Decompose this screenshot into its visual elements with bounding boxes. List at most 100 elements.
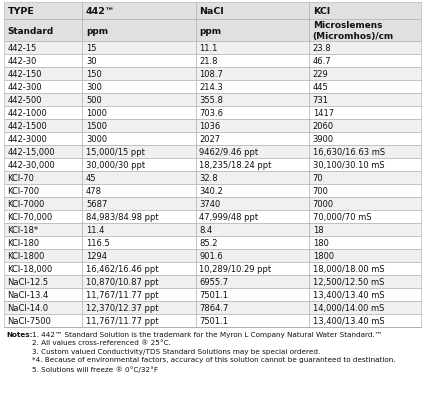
Bar <box>309 184 421 198</box>
Bar <box>82 159 196 172</box>
Text: 478: 478 <box>86 187 102 196</box>
Bar <box>309 236 421 249</box>
Bar <box>4 159 82 172</box>
Text: 3000: 3000 <box>86 135 107 144</box>
Text: KCl-70: KCl-70 <box>8 173 34 182</box>
Text: 442-1500: 442-1500 <box>8 122 47 131</box>
Text: 2027: 2027 <box>199 135 221 144</box>
Text: 14,000/14.00 mS: 14,000/14.00 mS <box>313 303 384 312</box>
Text: 45: 45 <box>86 173 96 182</box>
Bar <box>82 81 196 94</box>
Bar <box>196 3 309 20</box>
Text: 3900: 3900 <box>313 135 334 144</box>
Bar <box>309 55 421 68</box>
Text: 442-3000: 442-3000 <box>8 135 47 144</box>
Bar <box>4 223 82 236</box>
Bar <box>309 301 421 314</box>
Text: KCl-70,000: KCl-70,000 <box>8 213 53 221</box>
Text: ppm: ppm <box>199 27 221 36</box>
Text: 15: 15 <box>86 44 96 53</box>
Text: 180: 180 <box>313 238 329 247</box>
Text: 18,000/18.00 mS: 18,000/18.00 mS <box>313 264 384 273</box>
Bar <box>196 55 309 68</box>
Text: 442-15: 442-15 <box>8 44 37 53</box>
Bar <box>309 172 421 184</box>
Text: KCl-7000: KCl-7000 <box>8 200 45 209</box>
Bar <box>196 81 309 94</box>
Text: KCl-180: KCl-180 <box>8 238 40 247</box>
Bar <box>196 223 309 236</box>
Text: 30: 30 <box>86 57 96 66</box>
Bar <box>196 133 309 146</box>
Bar <box>4 146 82 159</box>
Bar <box>196 198 309 211</box>
Text: KCl-18,000: KCl-18,000 <box>8 264 53 273</box>
Bar <box>196 94 309 107</box>
Bar <box>309 107 421 120</box>
Bar <box>82 184 196 198</box>
Text: 700: 700 <box>313 187 329 196</box>
Bar <box>82 223 196 236</box>
Text: 46.7: 46.7 <box>313 57 332 66</box>
Text: 21.8: 21.8 <box>199 57 218 66</box>
Text: 442-300: 442-300 <box>8 83 42 92</box>
Bar <box>196 42 309 55</box>
Bar <box>309 68 421 81</box>
Text: 30,100/30.10 mS: 30,100/30.10 mS <box>313 161 384 170</box>
Bar <box>82 262 196 275</box>
Bar <box>82 275 196 288</box>
Bar <box>4 42 82 55</box>
Text: NaCl-12.5: NaCl-12.5 <box>8 277 48 286</box>
Bar <box>4 301 82 314</box>
Bar <box>4 94 82 107</box>
Text: 116.5: 116.5 <box>86 238 110 247</box>
Bar <box>196 275 309 288</box>
Text: 703.6: 703.6 <box>199 109 223 118</box>
Bar <box>4 133 82 146</box>
Text: 84,983/84.98 ppt: 84,983/84.98 ppt <box>86 213 159 221</box>
Text: 500: 500 <box>86 96 102 105</box>
Text: KCl-1800: KCl-1800 <box>8 252 45 261</box>
Bar <box>196 120 309 133</box>
Text: 13,400/13.40 mS: 13,400/13.40 mS <box>313 290 384 299</box>
Text: 340.2: 340.2 <box>199 187 223 196</box>
Text: NaCl-7500: NaCl-7500 <box>8 316 51 325</box>
Text: 150: 150 <box>86 70 102 79</box>
Text: 11.4: 11.4 <box>86 225 104 234</box>
Bar <box>4 249 82 262</box>
Bar <box>309 249 421 262</box>
Text: 5. Solutions will freeze ® 0°C/32°F: 5. Solutions will freeze ® 0°C/32°F <box>32 365 158 372</box>
Bar <box>82 120 196 133</box>
Text: 12,370/12.37 ppt: 12,370/12.37 ppt <box>86 303 159 312</box>
Bar <box>82 301 196 314</box>
Bar <box>4 211 82 223</box>
Text: 11.1: 11.1 <box>199 44 218 53</box>
Text: 442-1000: 442-1000 <box>8 109 47 118</box>
Bar <box>82 55 196 68</box>
Text: 47,999/48 ppt: 47,999/48 ppt <box>199 213 258 221</box>
Bar <box>4 314 82 327</box>
Bar <box>4 120 82 133</box>
Bar <box>82 68 196 81</box>
Text: 16,462/16.46 ppt: 16,462/16.46 ppt <box>86 264 159 273</box>
Bar <box>4 107 82 120</box>
Bar <box>196 314 309 327</box>
Text: 1800: 1800 <box>313 252 334 261</box>
Text: 6955.7: 6955.7 <box>199 277 229 286</box>
Text: 1500: 1500 <box>86 122 107 131</box>
Bar <box>196 146 309 159</box>
Bar <box>4 20 82 42</box>
Text: 1294: 1294 <box>86 252 107 261</box>
Bar <box>82 172 196 184</box>
Text: 442-150: 442-150 <box>8 70 42 79</box>
Text: 442-15,000: 442-15,000 <box>8 148 55 157</box>
Text: 18: 18 <box>313 225 323 234</box>
Bar <box>309 159 421 172</box>
Text: 11,767/11.77 ppt: 11,767/11.77 ppt <box>86 290 159 299</box>
Text: 442™: 442™ <box>86 7 115 16</box>
Bar <box>4 275 82 288</box>
Text: 442-30: 442-30 <box>8 57 37 66</box>
Bar <box>309 20 421 42</box>
Text: 70: 70 <box>313 173 323 182</box>
Bar <box>309 223 421 236</box>
